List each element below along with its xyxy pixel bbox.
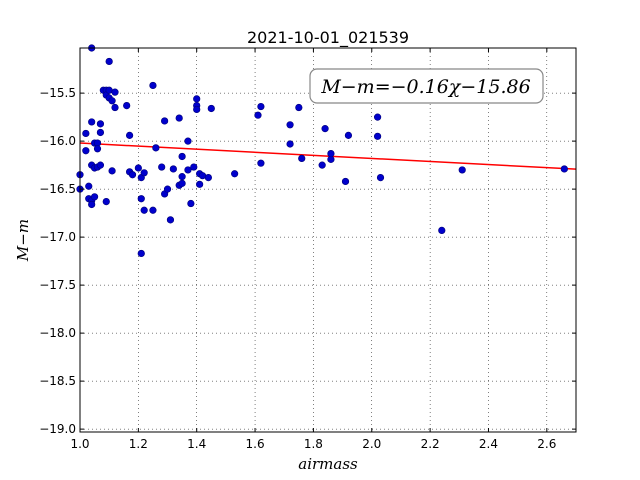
x-tick-labels: 1.0 1.2 1.4 1.6 1.8 2.0 2.2 2.4 2.6	[70, 437, 556, 451]
y-tick-label: −18.5	[39, 374, 76, 388]
data-point	[85, 182, 93, 190]
y-tick-label: −15.5	[39, 86, 76, 100]
data-point	[190, 163, 198, 171]
chart-title: 2021-10-01_021539	[247, 28, 409, 48]
data-point	[187, 199, 195, 208]
data-point	[193, 95, 201, 103]
data-point	[318, 161, 326, 169]
x-tick-label: 2.4	[479, 437, 498, 451]
data-point	[184, 137, 192, 145]
data-point	[286, 121, 294, 129]
data-point	[341, 177, 350, 186]
data-point	[254, 111, 262, 119]
data-point	[376, 174, 385, 182]
data-point	[108, 167, 116, 175]
fit-equation-box: M−m=−0.16χ−15.86	[309, 68, 544, 104]
data-point	[149, 81, 157, 90]
y-tick-label: −17.5	[39, 278, 76, 292]
data-point	[161, 117, 169, 125]
data-point	[105, 57, 113, 66]
data-point	[96, 128, 105, 137]
data-points	[76, 44, 568, 258]
data-point	[166, 216, 175, 224]
y-tick-label: −18.0	[39, 326, 76, 340]
data-point	[327, 150, 335, 158]
data-point	[163, 185, 172, 193]
x-tick-label: 2.0	[362, 437, 381, 451]
data-point	[374, 132, 382, 140]
data-point	[178, 152, 186, 161]
data-point	[207, 104, 215, 113]
data-point	[204, 174, 212, 182]
data-point	[169, 165, 177, 173]
data-point	[158, 163, 166, 171]
x-tick-label: 1.6	[246, 437, 265, 451]
data-point	[257, 159, 265, 167]
data-point	[140, 169, 148, 177]
data-point	[438, 226, 446, 234]
y-tick-label: −17.0	[39, 230, 76, 244]
y-axis-label: M−m	[14, 219, 32, 262]
data-point	[560, 165, 568, 173]
data-point	[102, 198, 110, 206]
data-point	[93, 145, 102, 153]
data-point	[175, 114, 183, 122]
axis-ticks	[79, 48, 576, 432]
data-point	[90, 193, 99, 201]
data-point	[111, 88, 119, 96]
data-point	[178, 179, 186, 187]
annotation-box	[309, 68, 544, 104]
y-tick-label: −16.0	[39, 134, 76, 148]
data-point	[137, 195, 145, 203]
data-point	[295, 103, 303, 112]
data-point	[152, 144, 160, 152]
data-point	[82, 129, 90, 138]
x-tick-label: 1.8	[304, 437, 323, 451]
data-point	[140, 206, 148, 214]
data-point	[298, 154, 306, 162]
data-point	[123, 101, 131, 110]
data-point	[134, 164, 142, 172]
data-point	[96, 120, 105, 128]
plot-area-frame	[79, 47, 577, 433]
y-tick-labels: −15.5 −16.0 −16.5 −17.0 −17.5 −18.0 −18.5 −19.0	[39, 86, 76, 436]
data-point	[178, 173, 186, 181]
y-tick-label: −16.5	[39, 182, 76, 196]
x-tick-label: 1.2	[129, 437, 148, 451]
x-tick-label: 1.0	[70, 437, 89, 451]
data-point	[286, 140, 294, 148]
data-point	[128, 171, 137, 179]
fit-line	[79, 142, 577, 170]
data-point	[184, 166, 192, 174]
data-point	[111, 103, 119, 112]
data-point	[458, 166, 466, 174]
data-point	[82, 147, 90, 155]
y-tick-label: −19.0	[39, 422, 76, 436]
data-point	[96, 161, 105, 169]
data-point	[108, 97, 116, 105]
data-point	[88, 200, 96, 209]
data-point	[257, 102, 265, 111]
data-point	[374, 113, 382, 121]
data-point	[88, 118, 96, 126]
x-tick-label: 2.6	[537, 437, 556, 451]
data-point	[137, 249, 145, 258]
x-tick-label: 1.4	[187, 437, 206, 451]
data-point	[149, 206, 157, 214]
data-point	[344, 131, 353, 139]
fit-line-group	[79, 142, 577, 170]
x-axis-label: airmass	[298, 455, 358, 473]
data-point	[193, 105, 201, 114]
data-point	[321, 125, 329, 133]
data-point	[231, 170, 239, 178]
data-point	[196, 180, 204, 188]
fit-equation-text: M−m=−0.16χ−15.86	[320, 76, 530, 98]
data-point	[126, 131, 134, 139]
x-tick-label: 2.2	[421, 437, 440, 451]
